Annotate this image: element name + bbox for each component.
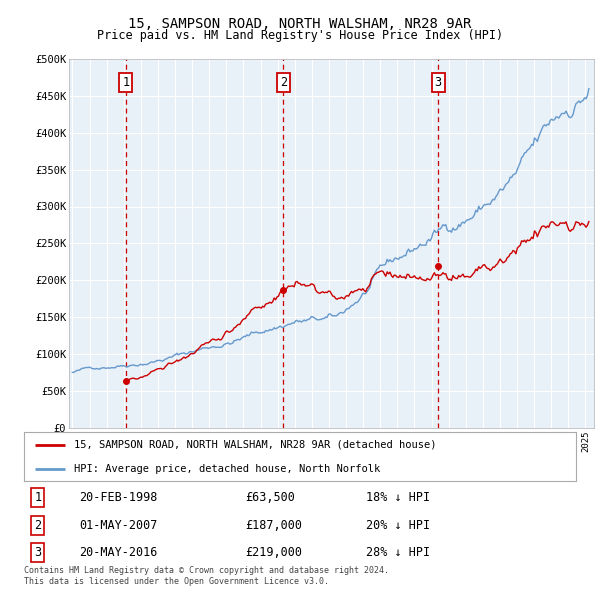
Text: 1: 1 xyxy=(34,491,41,504)
Text: 20-MAY-2016: 20-MAY-2016 xyxy=(79,546,158,559)
Text: £219,000: £219,000 xyxy=(245,546,302,559)
Text: HPI: Average price, detached house, North Norfolk: HPI: Average price, detached house, Nort… xyxy=(74,464,380,474)
Text: 20% ↓ HPI: 20% ↓ HPI xyxy=(366,519,430,532)
Text: This data is licensed under the Open Government Licence v3.0.: This data is licensed under the Open Gov… xyxy=(24,577,329,586)
Text: 01-MAY-2007: 01-MAY-2007 xyxy=(79,519,158,532)
Text: 20-FEB-1998: 20-FEB-1998 xyxy=(79,491,158,504)
Text: 2: 2 xyxy=(280,76,287,89)
Text: 15, SAMPSON ROAD, NORTH WALSHAM, NR28 9AR: 15, SAMPSON ROAD, NORTH WALSHAM, NR28 9A… xyxy=(128,17,472,31)
Text: 15, SAMPSON ROAD, NORTH WALSHAM, NR28 9AR (detached house): 15, SAMPSON ROAD, NORTH WALSHAM, NR28 9A… xyxy=(74,440,436,450)
Text: 3: 3 xyxy=(434,76,442,89)
Text: 2: 2 xyxy=(34,519,41,532)
Text: £63,500: £63,500 xyxy=(245,491,295,504)
Text: 1: 1 xyxy=(122,76,130,89)
Text: 18% ↓ HPI: 18% ↓ HPI xyxy=(366,491,430,504)
Text: Contains HM Land Registry data © Crown copyright and database right 2024.: Contains HM Land Registry data © Crown c… xyxy=(24,566,389,575)
Text: 28% ↓ HPI: 28% ↓ HPI xyxy=(366,546,430,559)
Text: £187,000: £187,000 xyxy=(245,519,302,532)
Text: Price paid vs. HM Land Registry's House Price Index (HPI): Price paid vs. HM Land Registry's House … xyxy=(97,30,503,42)
Text: 3: 3 xyxy=(34,546,41,559)
